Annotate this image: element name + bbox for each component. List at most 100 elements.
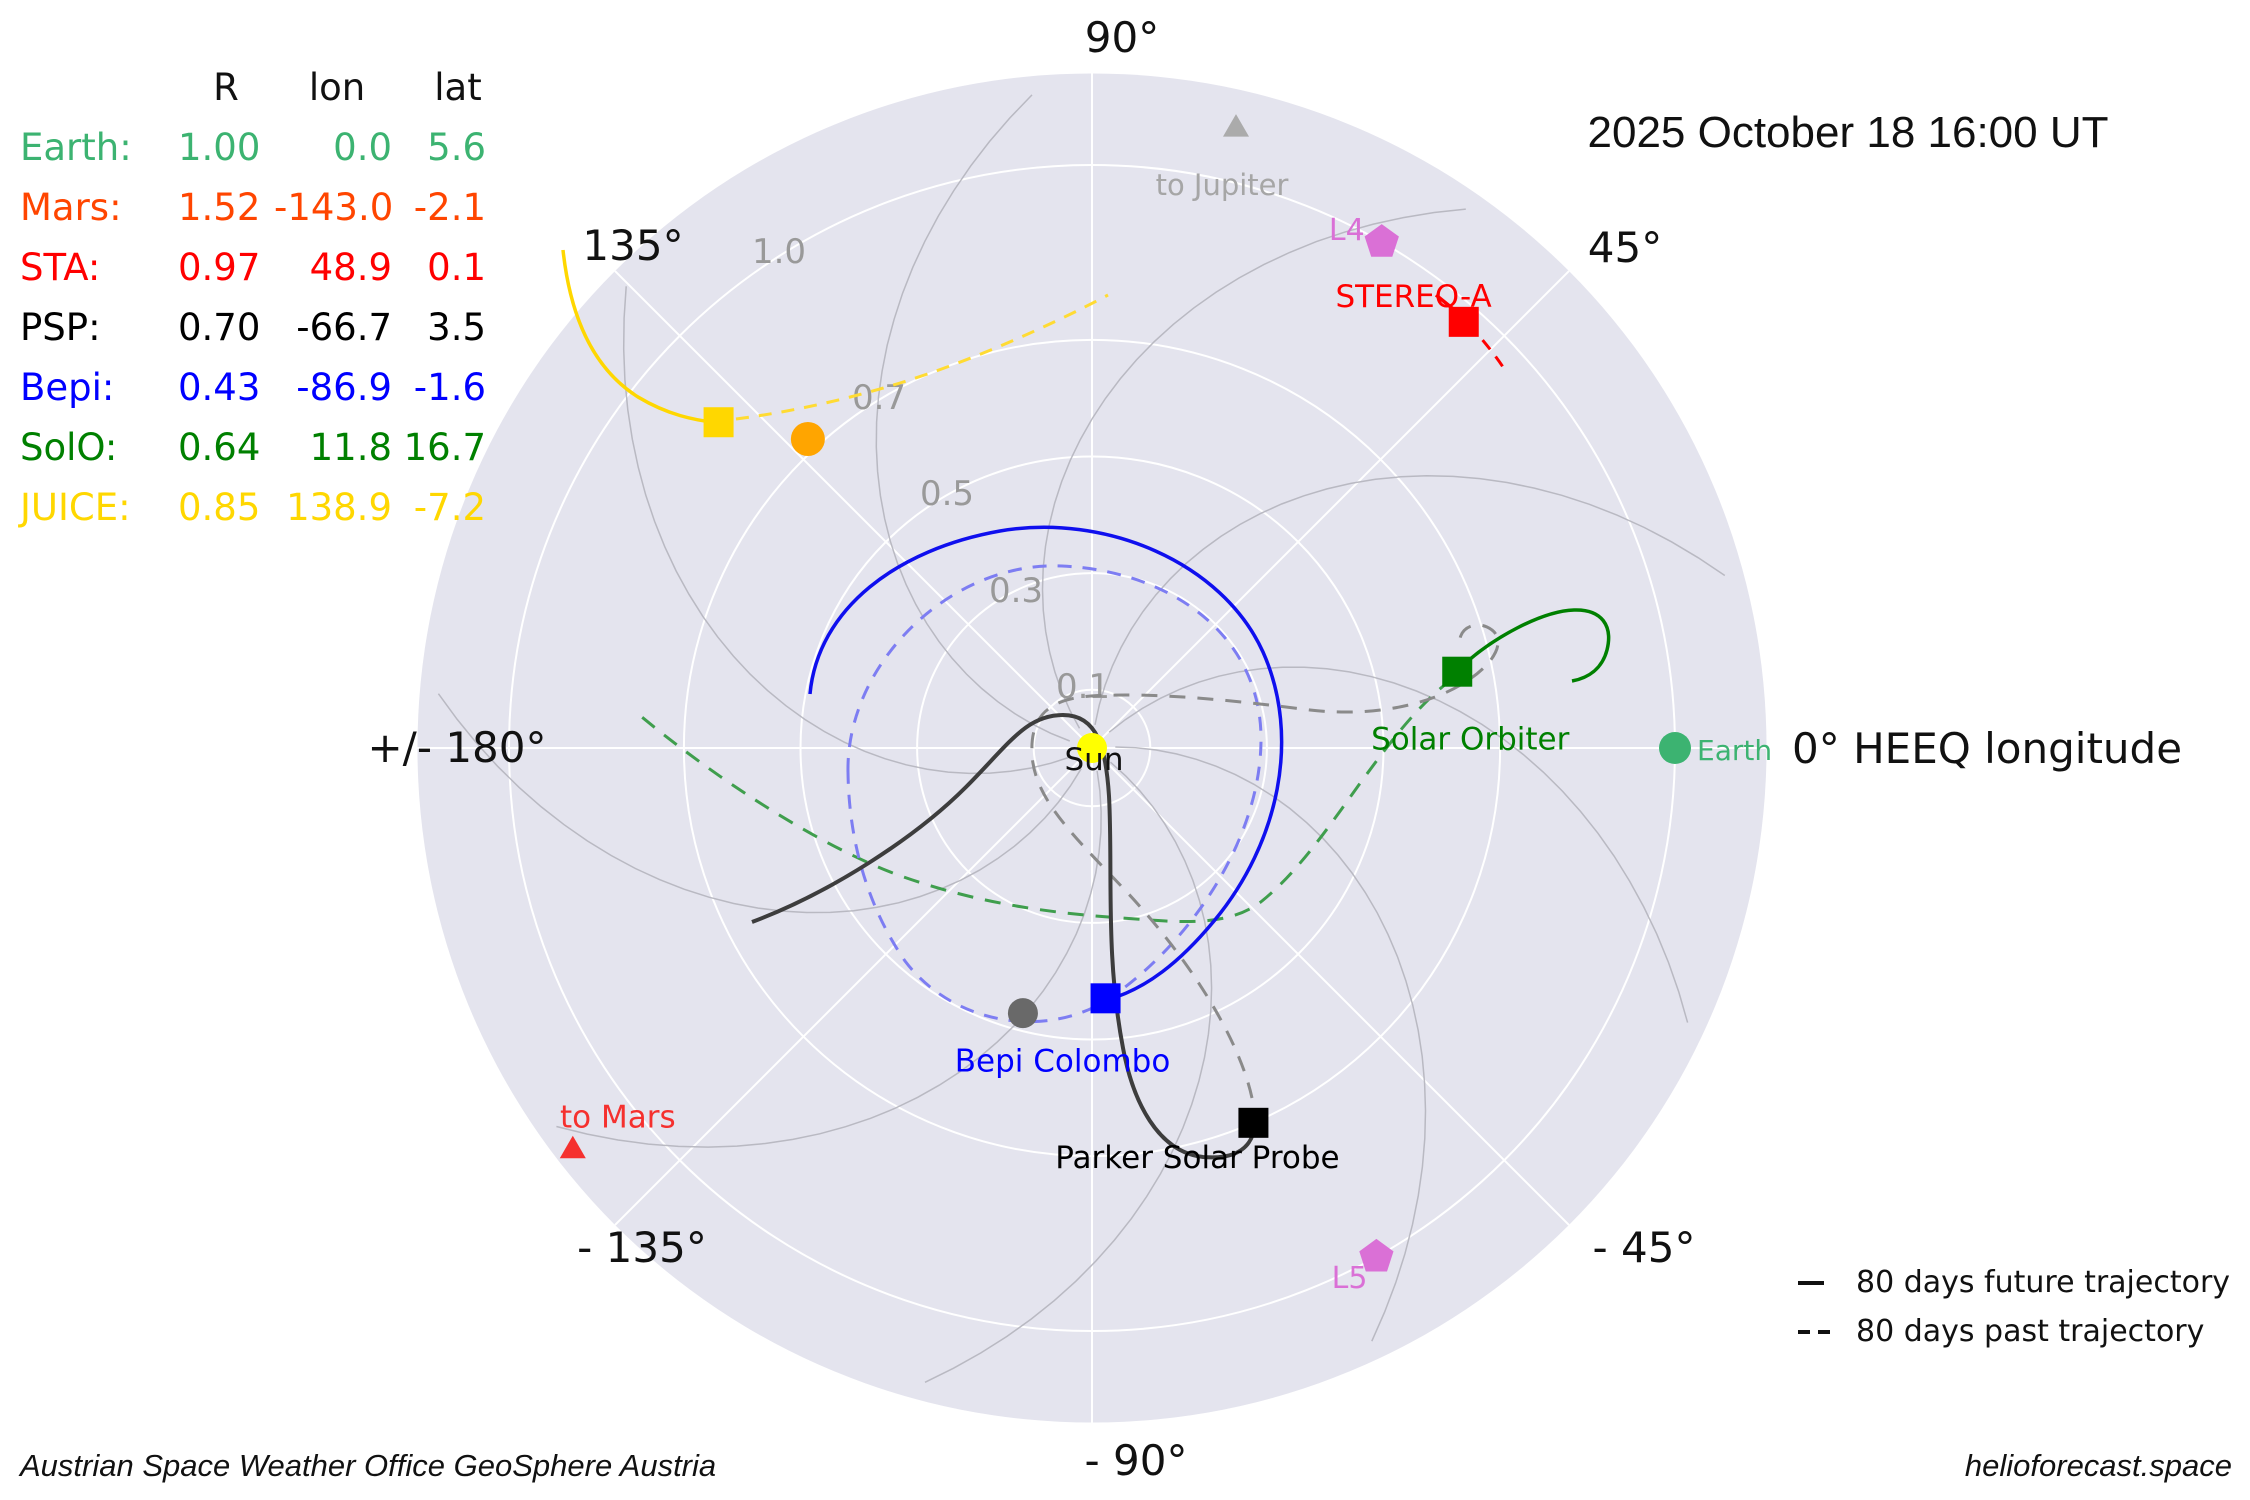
l4-label: L4	[1329, 213, 1365, 248]
ephem-row-r-3: 0.70	[178, 306, 261, 349]
legend-future-label: 80 days future trajectory	[1856, 1265, 2231, 1300]
bepi-future-trajectory	[808, 525, 1284, 1002]
ephem-row-lon-2: 48.9	[309, 246, 392, 289]
ephem-row-lon-0: 0.0	[333, 126, 392, 169]
ephem-row-lat-5: 16.7	[403, 426, 486, 469]
ephem-row-lon-6: 138.9	[286, 486, 392, 529]
parker-spiral	[622, 286, 1071, 775]
angle-tick-label: 135°	[582, 221, 683, 270]
heeq-axis-label: 0° HEEQ longitude	[1792, 724, 2182, 773]
l5-label: L5	[1332, 1261, 1368, 1296]
psp-future-trajectory	[751, 712, 1257, 1160]
col-header-lat: lat	[434, 66, 482, 109]
ephem-row-lon-3: -66.7	[296, 306, 392, 349]
legend-row-past: 80 days past trajectory	[1798, 1307, 2230, 1356]
table-corner	[16, 58, 178, 118]
ephem-row-lat-3: 3.5	[427, 306, 486, 349]
juice-future-trajectory	[561, 249, 719, 425]
ephem-row-name-1: Mars:	[20, 186, 122, 229]
bepi-past-trajectory	[846, 564, 1263, 1024]
ephemeris-table: R lon lat Earth: 1.00 0.0 5.6 Mars: 1.52 -143.…	[16, 58, 516, 538]
parker-spiral	[556, 770, 1102, 1148]
ephem-row-name-0: Earth:	[20, 126, 132, 169]
stereo-a-label: STEREO-A	[1335, 279, 1491, 315]
stereo-a-marker	[1448, 306, 1479, 337]
radial-gridline	[682, 338, 1502, 1158]
ephem-row-lat-1: -2.1	[413, 186, 486, 229]
solar-orbiter-future-trajectory	[1456, 608, 1611, 683]
solid-line-swatch	[1798, 1280, 1842, 1285]
solo-label: Solar Orbiter	[1371, 722, 1570, 758]
ephem-row-r-2: 0.97	[178, 246, 261, 289]
to-jupiter-marker	[1223, 114, 1249, 137]
angle-gridline	[614, 270, 1087, 743]
radial-gridline	[799, 455, 1385, 1041]
parker-spiral	[437, 693, 1082, 914]
ephem-row-name-4: Bepi:	[20, 366, 115, 409]
parker-spiral	[1041, 208, 1466, 729]
angle-tick-label: +/- 180°	[367, 723, 546, 772]
legend-past-label: 80 days past trajectory	[1856, 1314, 2205, 1349]
ephem-row-lon-1: -143.0	[274, 186, 394, 229]
ephem-row-r-4: 0.43	[178, 366, 261, 409]
ephem-row-r-5: 0.64	[178, 426, 261, 469]
angle-tick-label: - 45°	[1593, 1223, 1696, 1272]
parker-spiral	[875, 94, 1071, 742]
earth-label: Earth	[1697, 734, 1772, 767]
plot-title: 2025 October 18 16:00 UT	[1587, 108, 2109, 157]
parker-spiral	[1108, 666, 1689, 1023]
parker-spiral	[924, 761, 1213, 1383]
earth-marker	[1659, 732, 1691, 764]
angle-tick-label: 45°	[1588, 223, 1662, 272]
ephem-row-lat-4: -1.6	[413, 366, 486, 409]
sun-label: Sun	[1065, 742, 1124, 778]
l4-marker	[1364, 224, 1399, 257]
bepi-marker	[1090, 983, 1121, 1014]
ephem-row-r-0: 1.00	[178, 126, 261, 169]
col-header-lon: lon	[308, 66, 366, 109]
mercury-marker	[1007, 998, 1038, 1029]
juice-marker	[703, 407, 734, 438]
ephem-row-lat-6: -7.2	[413, 486, 486, 529]
l5-marker	[1359, 1238, 1394, 1272]
radial-tick-label: 0.3	[989, 571, 1043, 611]
to-mars-label: to Mars	[560, 1100, 676, 1136]
angle-tick-label: - 90°	[1085, 1436, 1188, 1485]
bepi-label: Bepi Colombo	[955, 1043, 1171, 1079]
radial-tick-label: 1.0	[752, 232, 806, 272]
ephem-row-r-1: 1.52	[178, 186, 261, 229]
col-header-r: R	[213, 66, 239, 109]
ephem-row-lat-2: 0.1	[427, 246, 486, 289]
angle-gridline	[1097, 753, 1570, 1226]
ephem-row-lon-5: 11.8	[309, 426, 392, 469]
axis-tick-labels: 1.00.70.50.30.190°45°135°+/- 180°- 135°-…	[367, 13, 2182, 1485]
institution-credit: Austrian Space Weather Office GeoSphere …	[20, 1448, 717, 1483]
psp-marker	[1238, 1107, 1269, 1138]
parker-spiral-lines	[437, 94, 1726, 1383]
dashed-line-swatch	[1798, 1329, 1842, 1334]
psp-past-trajectory	[1030, 623, 1500, 1099]
venus-marker	[790, 422, 825, 457]
ephem-row-lon-4: -86.9	[296, 366, 392, 409]
angle-tick-label: 90°	[1085, 13, 1159, 62]
parker-spiral	[1094, 475, 1726, 726]
to-jupiter-label: to Jupiter	[1156, 168, 1289, 202]
ephem-row-name-5: SolO:	[20, 426, 118, 469]
spacecraft-markers: Earth STEREO-A Parker Solar Probe Bepi Colo…	[559, 114, 1772, 1296]
website-credit: helioforecast.space	[1964, 1448, 2232, 1483]
angle-gridline	[1097, 270, 1570, 743]
psp-label: Parker Solar Probe	[1055, 1140, 1339, 1176]
parker-spiral	[1115, 746, 1427, 1342]
trajectory-legend: 80 days future trajectory 80 days past t…	[1798, 1258, 2230, 1356]
sun-marker	[1077, 733, 1107, 763]
to-mars-marker	[559, 1135, 586, 1159]
trajectories	[561, 249, 1611, 1160]
radial-gridline	[916, 572, 1268, 924]
ephem-row-lat-0: 5.6	[427, 126, 486, 169]
juice-past-trajectory	[735, 293, 1109, 421]
legend-row-future: 80 days future trajectory	[1798, 1258, 2230, 1307]
radial-tick-label: 0.5	[920, 474, 974, 514]
radial-gridline	[1032, 688, 1152, 808]
